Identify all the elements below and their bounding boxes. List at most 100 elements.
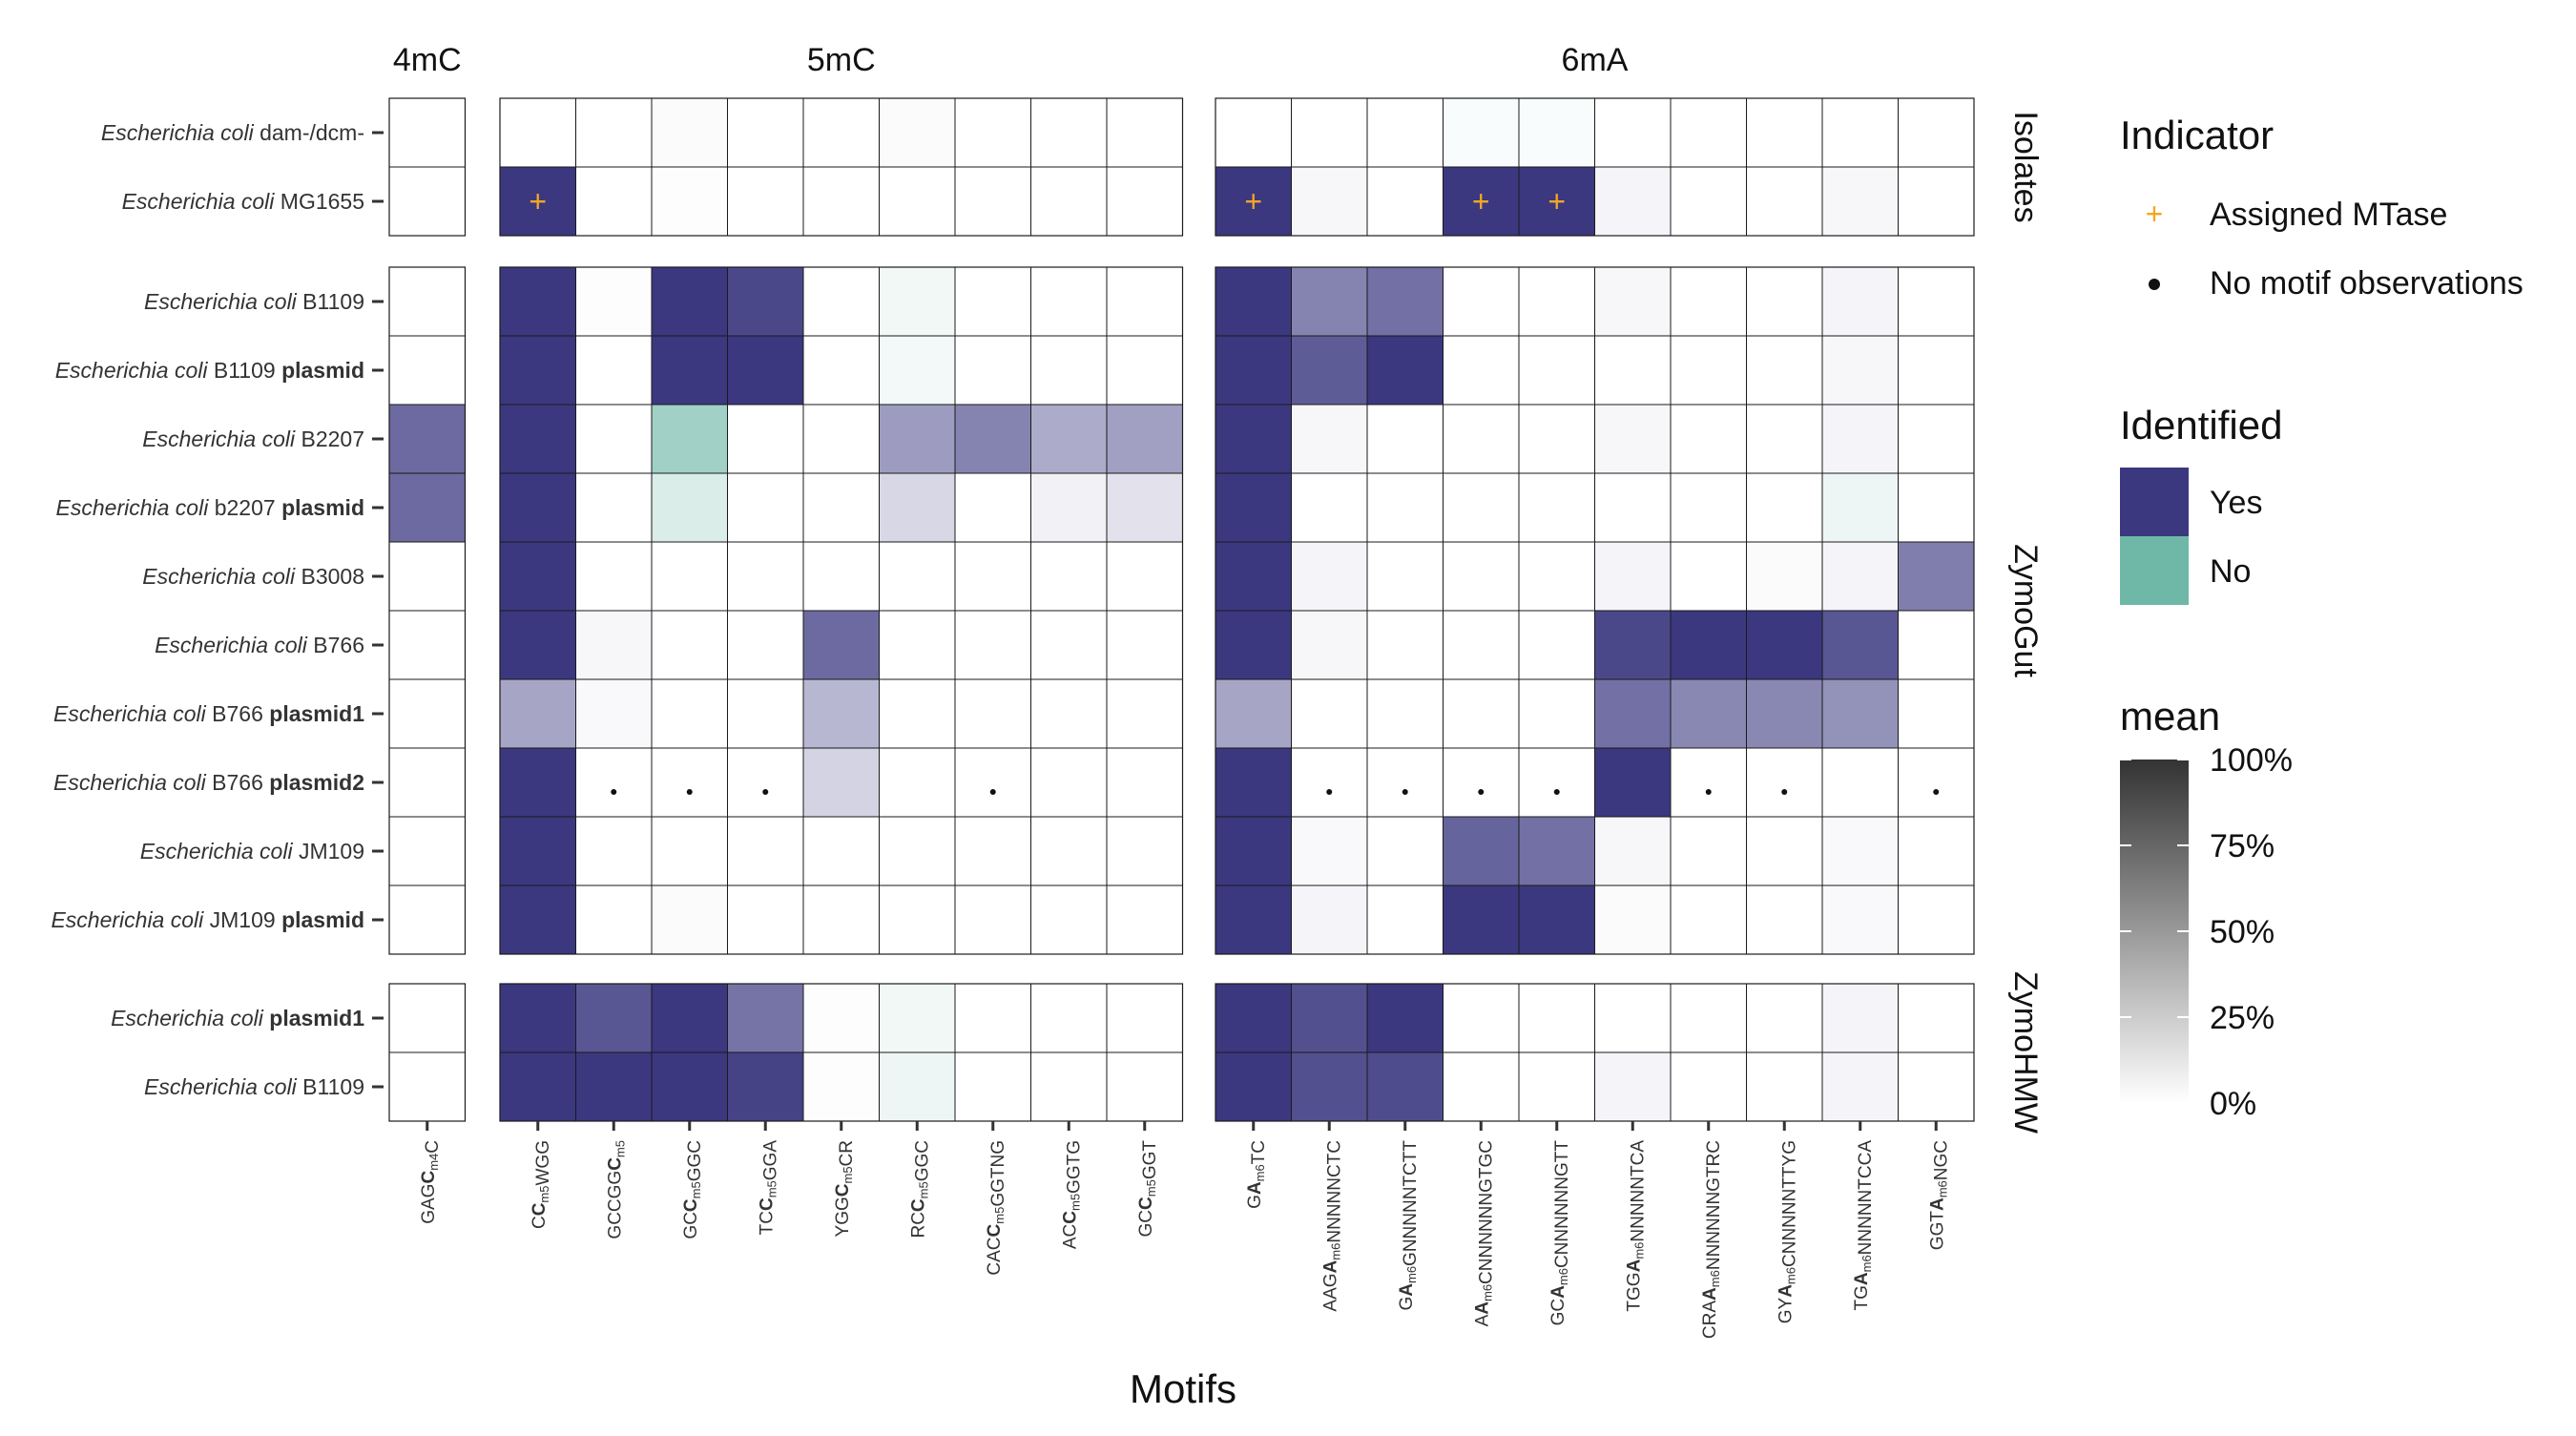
heatmap-cell [1291,472,1368,543]
heatmap-cell [388,884,466,955]
row-label-strain: B1109 [207,358,281,383]
heatmap-cell [954,816,1031,886]
heatmap-cell [1821,335,1899,406]
heatmap-cell [1821,404,1899,474]
heatmap-cell [1366,266,1444,337]
motif-methyl-subscript: m6 [1631,1242,1646,1259]
motif-text: NGC [1931,1140,1951,1180]
motif-methyl-subscript: m5 [1144,1179,1158,1197]
heatmap-cell [879,610,956,680]
heatmap-cell [1443,983,1520,1053]
row-label-strain: B1109 [297,289,364,314]
heatmap-cell [1030,610,1108,680]
heatmap-cell [1106,884,1183,955]
heatmap-cell [1366,97,1444,168]
heatmap-cell [388,266,466,337]
heatmap-cell [388,335,466,406]
no-motif-dot [1705,789,1712,795]
heatmap-cell [1518,747,1595,818]
heatmap-cell [727,97,804,168]
heatmap-cell [1106,816,1183,886]
panel-frame [388,266,467,955]
heatmap-cell [1594,335,1672,406]
heatmap-cell [727,816,804,886]
panel-frame [1215,97,1975,237]
heatmap-cell [651,166,728,237]
colorbar-tick-label: 50% [2210,914,2275,950]
heatmap-cell [1898,884,1975,955]
heatmap-cell [1366,747,1444,818]
heatmap-cell [802,97,880,168]
column-group-label: 6mA [1562,42,1629,78]
row-label-species: Escherichia coli [142,427,296,451]
motif-methyl-subscript: m6 [1859,1255,1874,1272]
x-tick-label: AAm6CNNNNNNGTGC [1472,1140,1496,1326]
motif-methyl-subscript: m6 [1328,1243,1342,1260]
legend-mean-title: mean [2120,694,2220,739]
no-motif-dot [1478,789,1485,795]
heatmap-cell [388,541,466,612]
heatmap-cell [575,472,653,543]
heatmap-cell [499,678,576,749]
heatmap-cell [1898,541,1975,612]
row-label: Escherichia coli B1109 [144,1074,364,1099]
motif-text: CRA [1700,1301,1720,1339]
row-label: Escherichia coli plasmid1 [111,1006,364,1030]
heatmap-cell [1106,678,1183,749]
legend: Indicator + Assigned MTase No motif observa… [2120,113,2524,1122]
heatmap-cell [1821,472,1899,543]
x-tick-label: GCCm5GGT [1136,1140,1160,1238]
no-motif-dot [1553,789,1560,795]
heatmap-cell [1821,816,1899,886]
heatmap-cell [651,884,728,955]
row-label-strain: B1109 [297,1074,364,1099]
heatmap-cell [727,266,804,337]
heatmap-cell [1594,747,1672,818]
heatmap-cell [954,266,1031,337]
motif-text: GGTNG [988,1140,1008,1207]
heatmap-cell [1746,335,1823,406]
heatmap-cell [1030,1051,1108,1122]
no-motif-dot [1402,789,1408,795]
heatmap-cell [1106,1051,1183,1122]
heatmap-cell [1821,1051,1899,1122]
heatmap-cell [1670,166,1747,237]
heatmap-cell [575,747,653,818]
row-label-strain: B766 [206,701,270,726]
heatmap-cell [1030,816,1108,886]
x-tick-label: YGGCm5CR [833,1140,857,1237]
heatmap-cell [954,472,1031,543]
heatmap-cell [727,404,804,474]
row-label-species: Escherichia coli [53,770,207,795]
motif-text: NNNNNCTC [1324,1140,1344,1243]
heatmap-cell [1443,472,1520,543]
heatmap-cell [388,1051,466,1122]
heatmap-cell [499,1051,576,1122]
legend-swatch [2120,536,2189,605]
heatmap-cell [1518,266,1595,337]
heatmap-cell [575,266,653,337]
row-label-strain: B3008 [295,564,364,589]
motif-methylated-base: A [1548,1285,1568,1299]
row-group-strips: Isolates ZymoGut ZymoHMW [2007,111,2044,1134]
heatmap-cell [1898,678,1975,749]
heatmap-cell [388,404,466,474]
panel-frames [388,97,1975,1122]
motif-methylated-base: A [1927,1197,1947,1211]
heatmap-cell [727,884,804,955]
motif-methyl-subscript: m5 [764,1180,779,1197]
legend-dot-icon [2149,279,2160,290]
heatmap-cell [802,678,880,749]
heatmap-cell [1215,166,1292,237]
heatmap-cell [1594,404,1672,474]
heatmap-cell [1366,335,1444,406]
x-tick-label: GYAm6CNNNNNTTYG [1776,1140,1799,1323]
heatmap-cell [1670,266,1747,337]
motif-methylated-base: A [1776,1284,1796,1298]
motif-methylated-base: A [1397,1283,1417,1297]
no-motif-dot [762,789,769,795]
heatmap-cell [802,1051,880,1122]
x-tick-label: AAGAm6NNNNNCTC [1320,1140,1344,1312]
row-label-bold: plasmid2 [269,770,364,795]
motif-methylated-base: A [1624,1259,1644,1272]
